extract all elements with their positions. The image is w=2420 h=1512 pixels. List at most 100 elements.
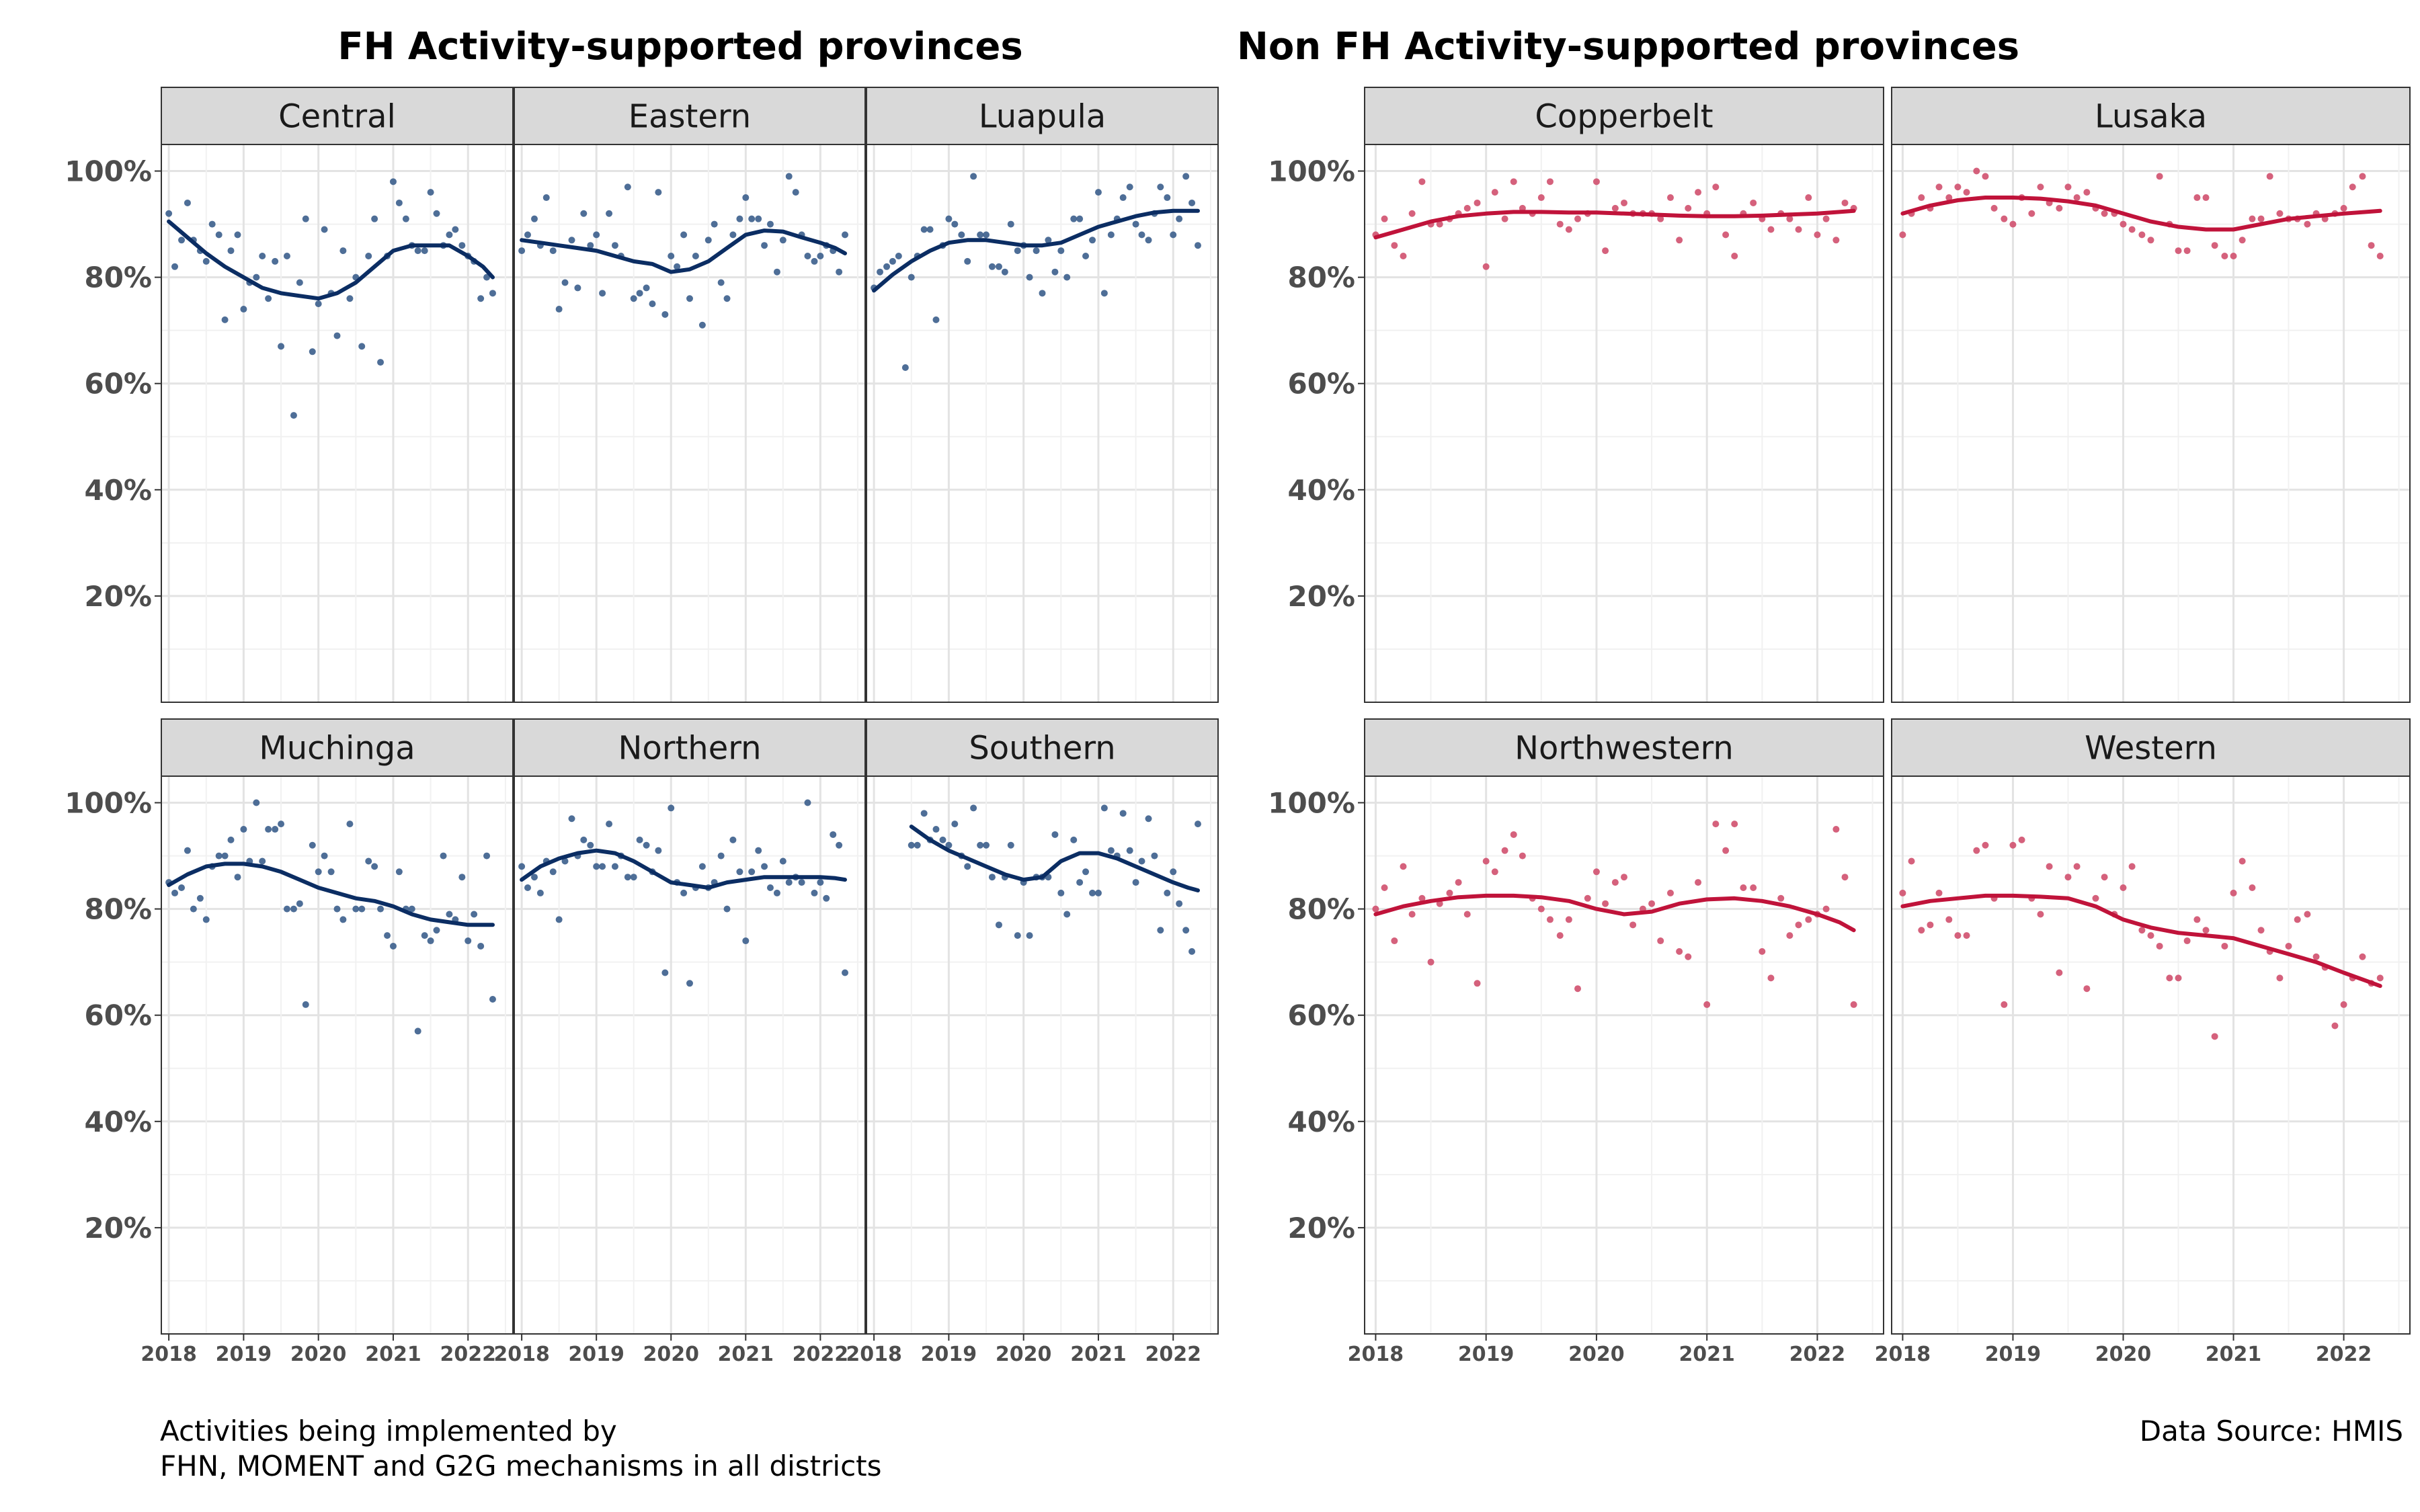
data-point-copperbelt-33	[1666, 194, 1674, 202]
data-point-southern-17	[1007, 841, 1014, 849]
data-point-copperbelt-44	[1767, 226, 1775, 233]
panel-eastern: Eastern	[514, 87, 866, 703]
data-point-lusaka-9	[1973, 167, 1980, 175]
data-point-northern-51	[830, 831, 837, 838]
data-point-central-41	[414, 247, 421, 255]
y-tick-label-20: 20%	[84, 1212, 152, 1245]
panel-background	[161, 144, 513, 702]
data-point-luapula-9	[920, 226, 928, 233]
data-point-northwestern-22	[1565, 916, 1572, 923]
facet-panels: FH Activity-supported provinces Central 20…	[65, 25, 2411, 1366]
data-point-copperbelt-19	[1537, 194, 1545, 202]
data-point-northern-36	[736, 868, 743, 876]
panel-lusaka: Lusaka	[1891, 87, 2411, 703]
data-point-eastern-3	[530, 215, 538, 222]
data-point-luapula-33	[1070, 215, 1078, 222]
data-point-muchinga-23	[302, 1001, 309, 1008]
data-point-northwestern-10	[1455, 879, 1462, 886]
data-point-luapula-35	[1082, 253, 1090, 259]
x-tick-label-2019: 2019	[216, 1343, 272, 1366]
data-point-southern-30	[1089, 889, 1096, 896]
y-tick-label-80: 80%	[84, 893, 152, 926]
data-point-northern-7	[555, 916, 563, 923]
panel-background	[866, 144, 1218, 702]
data-point-northwestern-36	[1695, 879, 1702, 886]
panel-northwestern: Northwestern 20% 40% 60% 80% 100% 2018 2019 2020…	[1268, 718, 1884, 1366]
data-point-southern-45	[1182, 927, 1190, 934]
data-point-northern-49	[817, 879, 824, 886]
data-point-lusaka-28	[2147, 237, 2154, 244]
data-point-western-21	[2083, 985, 2091, 993]
data-point-copperbelt-4	[1400, 253, 1407, 259]
y-tick-label-80: 80%	[84, 261, 152, 294]
caption-left-line1: Activities being implemented by	[160, 1415, 617, 1447]
x-tick-label-2020: 2020	[1568, 1343, 1625, 1366]
data-point-southern-31	[1094, 889, 1102, 896]
data-point-western-46	[2312, 953, 2320, 960]
data-point-western-29	[2156, 942, 2163, 950]
data-point-central-48	[458, 242, 466, 249]
data-point-northwestern-24	[1584, 894, 1591, 902]
y-tick-label-100: 100%	[65, 155, 152, 188]
data-point-muchinga-4	[184, 847, 191, 854]
data-point-western-48	[2331, 1022, 2339, 1030]
data-point-eastern-37	[742, 194, 750, 202]
data-point-northwestern-47	[1795, 921, 1802, 929]
data-point-western-9	[1973, 847, 1980, 854]
x-tick-label-2018: 2018	[1875, 1343, 1931, 1366]
data-point-lusaka-32	[2183, 247, 2191, 255]
data-point-luapula-38	[1100, 290, 1108, 297]
data-point-eastern-14	[599, 290, 606, 297]
panel-southern: Southern 2018 2019 2020 2021 2022	[846, 718, 1219, 1366]
data-point-western-23	[2101, 874, 2108, 881]
data-point-western-49	[2340, 1001, 2347, 1008]
data-point-copperbelt-46	[1786, 215, 1793, 222]
data-point-northwestern-39	[1722, 847, 1730, 854]
y-tick-label-60: 60%	[1287, 999, 1355, 1032]
data-point-eastern-19	[630, 295, 637, 302]
data-point-northwestern-33	[1666, 889, 1674, 896]
x-tick-label-2022: 2022	[1145, 1343, 1201, 1366]
strip-northern	[514, 718, 866, 777]
strip-luapula	[866, 87, 1219, 145]
strip-copperbelt	[1364, 87, 1884, 145]
data-point-muchinga-49	[465, 937, 472, 945]
data-point-lusaka-1	[1899, 231, 1906, 239]
data-point-northern-46	[798, 879, 805, 886]
data-point-central-44	[433, 210, 440, 217]
data-point-lusaka-51	[2359, 173, 2366, 180]
data-point-eastern-43	[779, 237, 787, 244]
data-point-central-12	[234, 231, 241, 239]
data-point-copperbelt-36	[1695, 189, 1702, 196]
data-point-muchinga-5	[190, 905, 197, 913]
y-tick-label-40: 40%	[84, 1105, 152, 1138]
x-tick-label-2019: 2019	[921, 1343, 977, 1366]
data-point-southern-32	[1100, 804, 1108, 812]
data-point-lusaka-7	[1954, 183, 1962, 191]
trend-line-muchinga	[167, 862, 495, 927]
data-point-muchinga-46	[446, 911, 453, 918]
data-point-southern-35	[1119, 810, 1127, 817]
data-point-copperbelt-2	[1381, 215, 1388, 222]
data-point-western-28	[2147, 932, 2154, 939]
data-point-northern-48	[811, 889, 818, 896]
facet-group-2: Non FH Activity-supported provinces Coppe…	[1237, 25, 2411, 1366]
data-point-copperbelt-11	[1463, 204, 1471, 212]
trend-line-luapula	[872, 208, 1200, 293]
data-point-lusaka-33	[2193, 194, 2201, 202]
data-point-copperbelt-5	[1408, 210, 1416, 217]
x-tick-label-2018: 2018	[846, 1343, 902, 1366]
data-point-copperbelt-26	[1602, 247, 1609, 255]
data-point-luapula-37	[1094, 189, 1102, 196]
data-point-southern-8	[951, 821, 959, 828]
data-point-western-31	[2175, 974, 2182, 982]
data-point-luapula-23	[1007, 220, 1014, 228]
data-point-northwestern-46	[1786, 932, 1793, 939]
data-point-eastern-25	[668, 253, 675, 259]
data-point-central-10	[221, 316, 229, 323]
data-point-western-8	[1963, 932, 1970, 939]
y-tick-label-80: 80%	[1287, 893, 1355, 926]
data-point-northern-28	[686, 980, 693, 987]
data-point-central-15	[253, 274, 260, 281]
data-point-luapula-24	[1014, 247, 1021, 255]
